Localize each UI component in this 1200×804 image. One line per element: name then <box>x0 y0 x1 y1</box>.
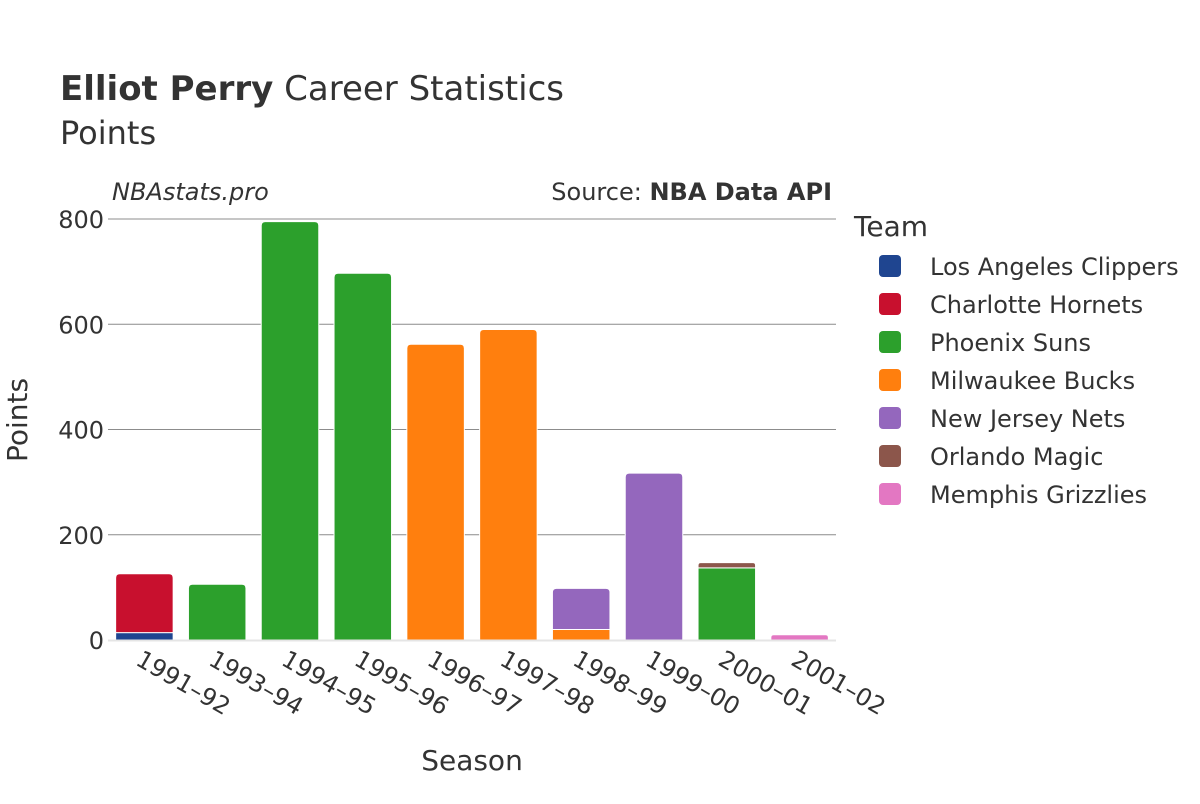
bar-segment <box>551 628 611 641</box>
legend-item: Phoenix Suns <box>879 329 1091 357</box>
legend-label: Memphis Grizzlies <box>930 481 1147 509</box>
chart-subtitle: Points <box>60 114 156 152</box>
legend: Los Angeles Clippers Charlotte Hornets Pho… <box>879 253 1179 509</box>
legend-item: Charlotte Hornets <box>879 291 1143 319</box>
legend-swatch <box>879 445 901 467</box>
bar-segment <box>697 567 757 641</box>
gridlines <box>108 218 836 536</box>
legend-swatch <box>879 293 901 315</box>
y-tick-label: 400 <box>58 417 104 445</box>
bar-segment <box>115 632 174 641</box>
legend-swatch <box>879 331 901 353</box>
legend-label: Los Angeles Clippers <box>930 253 1179 281</box>
x-tick-labels: 1991–921993–941994–951995–961996–971997–… <box>131 645 890 721</box>
chart-title: Elliot Perry Career Statistics <box>60 69 564 109</box>
bar-segment <box>260 221 320 641</box>
legend-label: Milwaukee Bucks <box>930 367 1135 395</box>
y-tick-label: 200 <box>58 522 104 550</box>
legend-item: Milwaukee Bucks <box>879 367 1135 395</box>
bar-segment <box>697 562 757 569</box>
legend-item: Memphis Grizzlies <box>879 481 1147 509</box>
source-prefix: Source: <box>551 178 649 206</box>
bar-segment <box>333 272 393 641</box>
y-tick-label: 600 <box>58 311 104 339</box>
legend-item: New Jersey Nets <box>879 405 1125 433</box>
legend-label: Phoenix Suns <box>930 329 1091 357</box>
y-tick-label: 800 <box>58 206 104 234</box>
watermark: NBAstats.pro <box>112 178 269 206</box>
source-note: Source: NBA Data API <box>551 178 832 206</box>
bar-segment <box>479 329 538 641</box>
y-axis-title: Points <box>1 378 34 462</box>
legend-title: Team <box>853 210 928 243</box>
bar-segment <box>187 583 247 641</box>
y-tick-label: 0 <box>89 627 104 655</box>
bar-segment <box>551 587 611 630</box>
bar-segment <box>770 634 829 641</box>
bar-segment <box>406 343 465 641</box>
legend-label: New Jersey Nets <box>930 405 1125 433</box>
bar-segment <box>115 573 174 634</box>
legend-swatch <box>879 255 901 277</box>
x-axis-title: Season <box>421 744 523 777</box>
bars <box>115 221 829 641</box>
chart-title-rest: Career Statistics <box>273 69 564 109</box>
source-name: NBA Data API <box>649 178 832 206</box>
bar-segment <box>624 472 684 641</box>
legend-label: Orlando Magic <box>930 443 1103 471</box>
legend-item: Los Angeles Clippers <box>879 253 1179 281</box>
legend-swatch <box>879 369 901 391</box>
legend-item: Orlando Magic <box>879 443 1103 471</box>
legend-swatch <box>879 407 901 429</box>
legend-label: Charlotte Hornets <box>930 291 1143 319</box>
legend-swatch <box>879 483 901 505</box>
chart-title-bold: Elliot Perry <box>60 69 273 109</box>
y-tick-labels: 0 200 400 600 800 <box>58 206 104 655</box>
